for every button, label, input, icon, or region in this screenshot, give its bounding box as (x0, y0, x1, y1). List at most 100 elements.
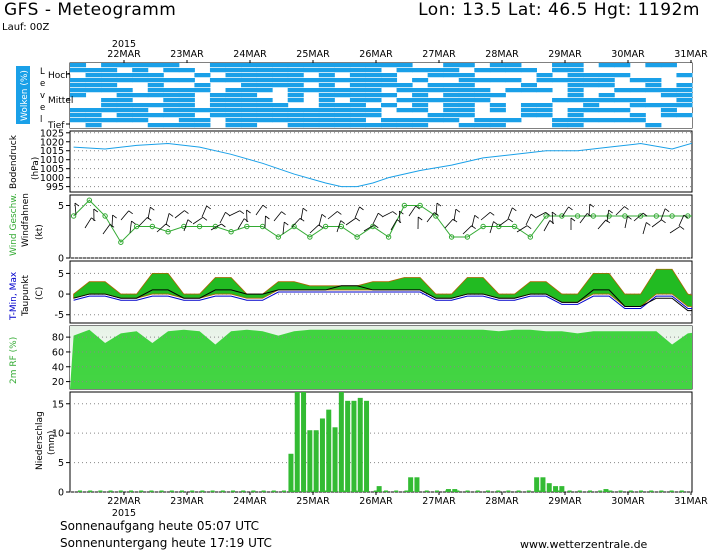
cloud-cell (427, 113, 444, 118)
wind-barb (237, 218, 245, 230)
precip-trace (679, 490, 684, 492)
cloud-cell (536, 103, 553, 108)
cloud-cell (412, 103, 429, 108)
cloud-cell (614, 118, 631, 123)
cloud-cell (85, 78, 102, 83)
cloud-cell (85, 108, 102, 113)
cloud-cell (334, 103, 351, 108)
cloud-cell (458, 63, 475, 68)
wind-speed-point (322, 223, 329, 230)
level-label: Hoch (48, 71, 71, 81)
wind-barb (455, 208, 461, 213)
wind-speed-point (149, 223, 156, 230)
cloud-cell (567, 73, 584, 78)
wind-barb (551, 212, 554, 225)
cloud-cell (85, 68, 102, 73)
precip-trace (394, 490, 399, 492)
y-tick-label: 995 (46, 182, 64, 193)
y-tick-label: 1015 (40, 146, 64, 157)
wind-barb (597, 219, 607, 230)
cloud-cell (427, 118, 444, 123)
cloud-cell (85, 123, 102, 128)
wind-barb (265, 215, 270, 220)
cloud-cell (598, 63, 615, 68)
wind-barb (150, 206, 155, 211)
cloud-cell (101, 98, 118, 103)
cloud-cell (567, 108, 584, 113)
wind-barb (525, 213, 532, 226)
wind-speed-point (307, 234, 313, 240)
cloud-cell (396, 68, 413, 73)
cloud-cell (241, 93, 258, 98)
cloud-cell (194, 83, 211, 88)
wind-speed-point (354, 234, 360, 240)
wind-barb (434, 212, 439, 216)
cloud-cell (583, 78, 600, 83)
cloud-cell (241, 63, 258, 68)
cloud-cell (520, 68, 537, 73)
precip-trace (384, 490, 388, 492)
wind-speed-point (370, 223, 376, 230)
cloud-cell (318, 123, 335, 128)
cloud-cell (70, 63, 87, 68)
wind-speed-point (685, 213, 691, 219)
cloud-cell (427, 98, 444, 103)
precip-trace (159, 490, 164, 492)
cloud-cell (381, 73, 398, 78)
cloud-cell (163, 98, 180, 103)
precip-trace (628, 490, 633, 492)
cloud-cell (225, 73, 242, 78)
cloud-cell (116, 63, 133, 68)
cloud-cell (287, 88, 304, 93)
precip-trace (537, 490, 541, 492)
cloud-cell (489, 68, 506, 73)
cloud-cell (318, 88, 335, 93)
precip-bar (559, 486, 565, 492)
cloud-cell (660, 103, 677, 108)
cloud-cell (676, 73, 693, 78)
cloud-cell (583, 103, 600, 108)
cloud-cell (552, 63, 569, 68)
cloud-cell (381, 93, 398, 98)
cloud-cell (427, 68, 444, 73)
rf-ylabel: 2m RF (%) (9, 337, 19, 384)
wind-barb (408, 205, 417, 217)
cloud-cell (147, 73, 164, 78)
cloud-cell (458, 113, 475, 118)
cloud-cell (225, 118, 242, 123)
location-coordinates: Lon: 13.5 Lat: 46.5 Hgt: 1192m (418, 0, 700, 20)
wind-barb (300, 208, 304, 221)
wind-barb (669, 226, 681, 234)
cloud-cell (645, 63, 662, 68)
cloud-cell (412, 68, 429, 73)
cloud-cell (552, 68, 569, 73)
cloud-cell (412, 118, 429, 123)
cloud-cell (287, 118, 304, 123)
cloud-cell (458, 123, 475, 128)
cloud-cell (241, 68, 258, 73)
cloud-cell (614, 88, 631, 93)
wind-speed-point (622, 213, 628, 219)
model-run: Lauf: 00Z (2, 22, 50, 33)
cloud-cell (598, 73, 615, 78)
cloud-cell (505, 118, 522, 123)
cloud-cell (660, 93, 677, 98)
wind-barb (318, 214, 323, 227)
cloud-cell (318, 93, 335, 98)
wind-barb (112, 214, 117, 219)
wind-barb (543, 220, 551, 232)
bottom-day-label: 29MAR (548, 496, 582, 507)
wind-barb (474, 214, 479, 219)
wind-speed-point (417, 202, 423, 209)
precip-bar (294, 392, 300, 492)
cloud-cell (443, 88, 460, 93)
precip-trace (231, 490, 235, 492)
cloud-cell (241, 118, 258, 123)
cloud-cell (303, 88, 320, 93)
precip-trace (302, 490, 307, 492)
cloud-cell (194, 118, 211, 123)
wind-speed-point (70, 213, 77, 219)
cloud-cell (132, 93, 149, 98)
precip-trace (343, 490, 348, 492)
cloud-cell (676, 103, 693, 108)
